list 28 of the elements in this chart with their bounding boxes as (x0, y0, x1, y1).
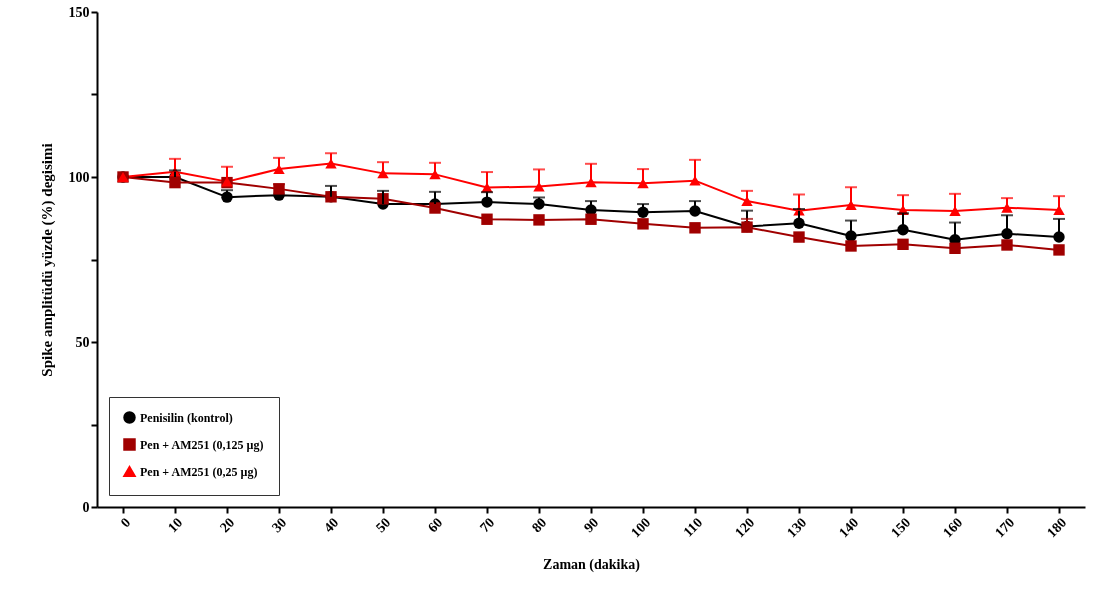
legend-label: Pen + AM251 (0,125 µg) (140, 437, 264, 452)
x-tick-label: 40 (320, 514, 342, 536)
legend-label: Pen + AM251 (0,25 µg) (140, 464, 258, 479)
x-tick-label: 70 (476, 514, 498, 536)
x-tick-label: 140 (835, 514, 862, 541)
x-tick-label: 180 (1043, 514, 1070, 541)
x-tick-label: 160 (939, 514, 966, 541)
x-tick-label: 120 (731, 514, 758, 541)
x-tick-label: 150 (887, 514, 914, 541)
x-tick-label: 50 (372, 514, 394, 536)
x-tick-label: 80 (528, 514, 550, 536)
x-tick-label: 90 (580, 514, 602, 536)
x-tick-label: 30 (268, 514, 290, 536)
y-tick-label: 150 (68, 4, 90, 20)
legend-label: Penisilin (kontrol) (140, 410, 233, 425)
x-axis-title: Zaman (dakika) (543, 557, 641, 574)
x-tick-label: 110 (680, 514, 706, 540)
x-tick-label: 100 (627, 514, 654, 541)
x-tick-label: 10 (164, 514, 186, 536)
y-tick-label: 100 (68, 169, 90, 185)
x-tick-label: 60 (424, 514, 446, 536)
y-tick-label: 0 (82, 499, 90, 515)
y-tick-label: 50 (75, 334, 90, 350)
x-tick-label: 0 (117, 514, 134, 531)
x-tick-label: 130 (783, 514, 810, 541)
y-axis-title: Spike amplitüdü yüzde (%) degisimi (38, 143, 56, 377)
x-tick-label: 20 (216, 514, 238, 536)
x-tick-label: 170 (991, 514, 1018, 541)
